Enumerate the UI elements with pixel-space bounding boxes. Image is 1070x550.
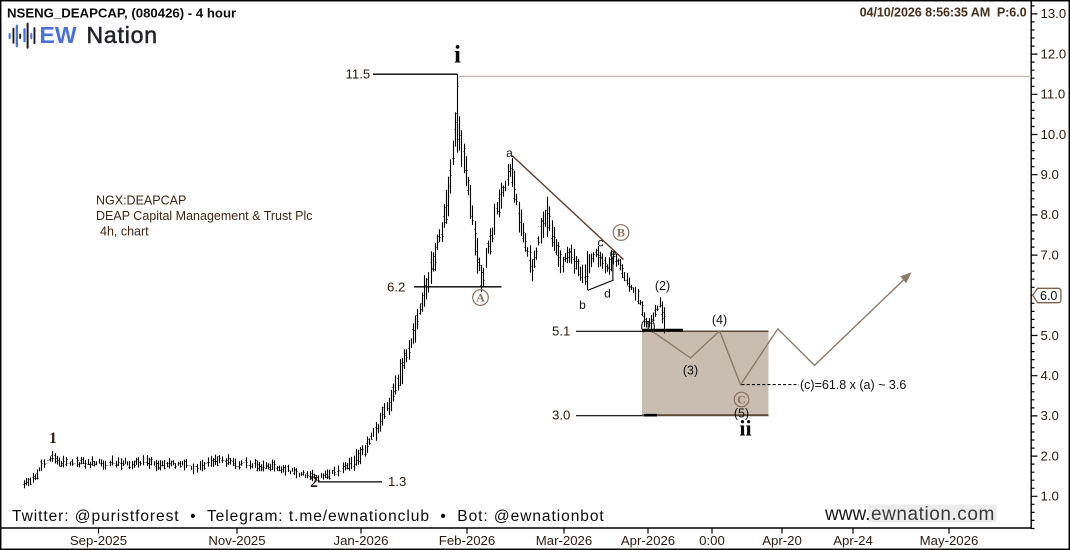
svg-text:3.0: 3.0 [552, 408, 570, 423]
svg-text:B: B [617, 226, 625, 240]
svg-text:ewnation.com: ewnation.com [871, 504, 995, 525]
svg-text:Apr-20: Apr-20 [762, 533, 802, 548]
svg-text:9.0: 9.0 [1041, 167, 1059, 182]
svg-text:e: e [610, 247, 617, 261]
svg-text:c: c [598, 236, 604, 250]
svg-text:d: d [604, 287, 611, 301]
svg-text:1.3: 1.3 [388, 474, 406, 489]
svg-text:(1): (1) [640, 319, 655, 333]
svg-text:Nation: Nation [87, 22, 158, 48]
svg-text:Sep-2025: Sep-2025 [70, 533, 127, 548]
svg-text:04/10/2026 8:56:35 AM P:6.0: 04/10/2026 8:56:35 AM P:6.0 [860, 6, 1027, 20]
svg-text:a: a [506, 146, 513, 160]
svg-text:(2): (2) [655, 279, 670, 293]
svg-text:1.0: 1.0 [1041, 489, 1059, 504]
svg-text:Apr-24: Apr-24 [833, 533, 873, 548]
svg-text:5.0: 5.0 [1041, 328, 1059, 343]
svg-text:(3): (3) [683, 364, 698, 378]
svg-text:Jan-2026: Jan-2026 [334, 533, 389, 548]
svg-text:6.0: 6.0 [1040, 289, 1057, 303]
svg-text:C: C [737, 392, 746, 406]
svg-text:NSENG_DEAPCAP, (080426) - 4 ho: NSENG_DEAPCAP, (080426) - 4 hour [7, 5, 236, 20]
svg-text:4h, chart: 4h, chart [100, 225, 149, 239]
svg-text:11.5: 11.5 [346, 67, 371, 82]
svg-text:0:00: 0:00 [699, 533, 725, 548]
svg-text:5.1: 5.1 [552, 323, 570, 338]
svg-text:DEAP Capital Management & Trus: DEAP Capital Management & Trust Plc [96, 209, 313, 223]
svg-text:12.0: 12.0 [1041, 46, 1067, 61]
svg-text:6.2: 6.2 [387, 280, 405, 295]
svg-text:2.0: 2.0 [1041, 448, 1059, 463]
svg-text:(c)=61.8 x (a) ~ 3.6: (c)=61.8 x (a) ~ 3.6 [800, 378, 906, 392]
svg-text:Apr-2026: Apr-2026 [621, 533, 675, 548]
svg-text:1: 1 [49, 430, 57, 447]
svg-text:10.0: 10.0 [1041, 127, 1067, 142]
svg-text:Twitter: @puristforest • Tel: Twitter: @puristforest • Telegram: t.me/… [12, 508, 605, 525]
svg-text:Feb-2026: Feb-2026 [439, 533, 495, 548]
svg-text:Mar-2026: Mar-2026 [536, 533, 592, 548]
svg-text:4.0: 4.0 [1041, 368, 1059, 383]
svg-text:ii: ii [739, 416, 751, 441]
svg-text:8.0: 8.0 [1041, 207, 1059, 222]
svg-text:(4): (4) [712, 313, 727, 327]
svg-text:Nov-2025: Nov-2025 [208, 533, 265, 548]
svg-text:3.0: 3.0 [1041, 408, 1059, 423]
svg-text:NGX:DEAPCAP: NGX:DEAPCAP [96, 194, 186, 208]
svg-text:May-2026: May-2026 [920, 533, 979, 548]
svg-text:2: 2 [310, 474, 318, 491]
svg-text:www.: www. [824, 504, 870, 525]
svg-text:EW: EW [40, 22, 77, 48]
svg-text:A: A [476, 291, 485, 305]
svg-text:7.0: 7.0 [1041, 247, 1059, 262]
svg-text:b: b [579, 298, 586, 312]
svg-text:i: i [454, 42, 461, 69]
svg-text:(5): (5) [734, 407, 749, 421]
svg-text:11.0: 11.0 [1041, 87, 1066, 102]
svg-text:13.0: 13.0 [1041, 6, 1067, 21]
